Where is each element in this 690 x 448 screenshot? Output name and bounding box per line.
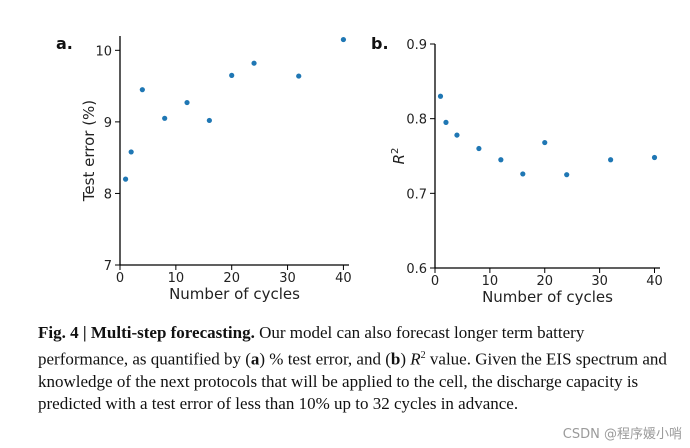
x-axis-label: Number of cycles	[482, 288, 613, 306]
data-point	[608, 157, 614, 163]
panel-b: b. 0 10 20 30 40 0.6 0.7 0.8 0.9 Number of cycles R…	[371, 34, 663, 306]
caption-text-3: )	[400, 349, 411, 369]
y-axis-label-superscript: 2	[390, 148, 401, 154]
x-tick-label: 40	[335, 271, 352, 286]
caption-text-1: Our model can also forecast longer term …	[38, 323, 585, 369]
data-point	[296, 73, 302, 79]
x-tick-label: 20	[536, 274, 553, 289]
caption-figure-label: Fig. 4 | Multi-step forecasting.	[38, 323, 255, 342]
data-point	[229, 72, 235, 78]
y-tick-label: 0.6	[406, 262, 427, 277]
y-tick-label: 0.8	[406, 113, 427, 128]
x-axis-label: Number of cycles	[169, 285, 300, 303]
x-tick-label: 20	[223, 271, 240, 286]
data-point	[162, 115, 168, 121]
x-tick-label: 0	[431, 274, 439, 289]
data-point	[520, 171, 526, 177]
x-tick-label: 40	[646, 274, 663, 289]
y-tick-label: 0.9	[406, 38, 427, 53]
watermark: CSDN @程序媛小哨	[562, 427, 682, 442]
caption-text-2: ) % test error, and (	[259, 349, 391, 369]
y-tick-label: 8	[104, 187, 112, 202]
data-point	[251, 60, 257, 66]
y-tick-label: 7	[104, 259, 112, 274]
data-point	[542, 139, 548, 146]
panel-label: a.	[56, 34, 73, 53]
caption-panel-a-ref: a	[250, 349, 260, 369]
data-point	[184, 99, 190, 106]
data-point	[651, 154, 658, 161]
y-tick-label: 0.7	[406, 187, 427, 202]
caption-r-symbol: R	[410, 349, 421, 369]
caption-panel-b-ref: b	[390, 349, 401, 369]
x-tick-label: 10	[482, 274, 499, 289]
y-axis-label: R2	[390, 148, 408, 165]
y-axis-label-symbol: R	[390, 154, 408, 164]
panel-label: b.	[371, 34, 389, 53]
x-tick-label: 30	[279, 271, 296, 286]
figure-caption: Fig. 4 | Multi-step forecasting. Our mod…	[38, 322, 678, 416]
data-point	[206, 117, 212, 124]
x-tick-label: 0	[116, 271, 124, 286]
y-tick-label: 10	[95, 44, 112, 59]
x-tick-label: 10	[168, 271, 185, 286]
data-point	[139, 87, 145, 93]
caption-text-4: value. Given the EIS spectrum and knowle…	[38, 349, 667, 414]
data-point	[122, 176, 129, 182]
data-point	[564, 172, 570, 178]
data-point	[498, 157, 504, 163]
data-point	[340, 36, 347, 43]
data-point	[128, 149, 134, 155]
caption-r-superscript: 2	[420, 349, 426, 361]
y-axis-label: Test error (%)	[80, 100, 98, 202]
data-point	[476, 145, 482, 152]
data-point	[454, 132, 460, 138]
data-point	[437, 93, 444, 99]
x-tick-label: 30	[591, 274, 608, 289]
data-point	[443, 119, 449, 125]
y-tick-label: 9	[104, 116, 112, 131]
